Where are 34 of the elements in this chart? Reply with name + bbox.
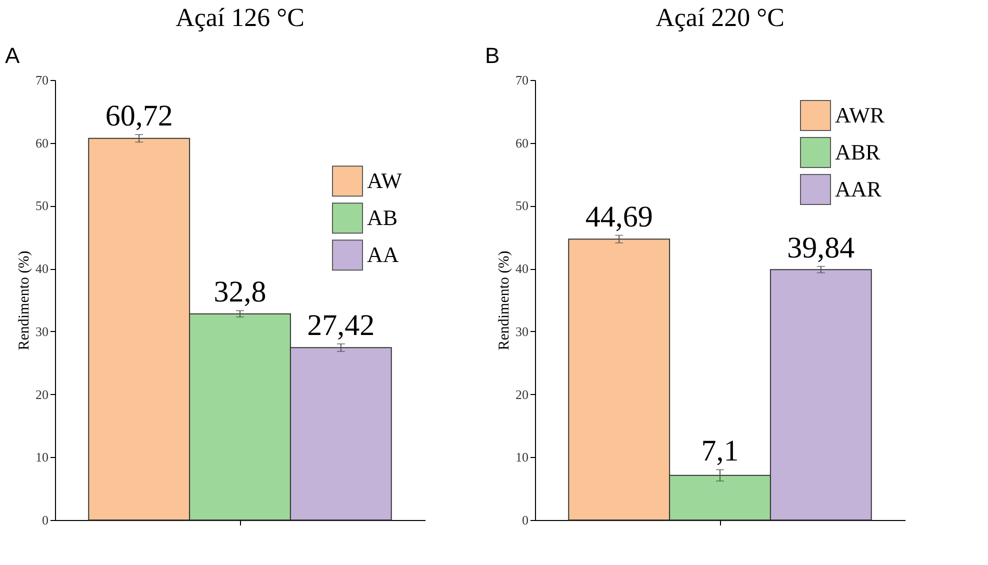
- y-tick-label: 30: [516, 324, 528, 339]
- data-label: 27,42: [307, 308, 375, 342]
- legend-label: AWR: [835, 102, 885, 128]
- y-tick-label: 30: [36, 324, 48, 339]
- y-tick-label: 20: [516, 386, 528, 402]
- text: A: [5, 43, 20, 68]
- y-axis-title: Rendimento (%): [496, 250, 512, 350]
- legend-label: AB: [367, 205, 398, 230]
- data-label: 44,69: [585, 200, 653, 234]
- data-label: 32,8: [214, 276, 266, 309]
- y-axis-title: Rendimento (%): [16, 250, 32, 350]
- data-label: 60,72: [105, 100, 173, 133]
- y-tick-label: 20: [36, 386, 48, 402]
- y-tick-label: 40: [516, 261, 528, 276]
- y-tick-label: 0: [42, 512, 48, 528]
- legend-label: AAR: [835, 176, 882, 202]
- y-tick-label: 10: [516, 450, 528, 465]
- y-tick-label: 10: [36, 450, 48, 465]
- chart-title: Açaí 220 °C: [656, 3, 784, 32]
- data-label: 39,84: [787, 231, 855, 264]
- y-tick-label: 40: [36, 261, 48, 276]
- data-label: 7,1: [701, 434, 739, 468]
- y-tick-label: 50: [516, 198, 528, 214]
- text: B: [485, 43, 500, 68]
- legend-label: AA: [367, 242, 399, 268]
- y-tick-label: 60: [516, 135, 528, 150]
- legend-label: AW: [367, 168, 402, 194]
- legend-label: ABR: [835, 140, 881, 164]
- y-tick-label: 60: [36, 135, 48, 150]
- chart-title: Açaí 126 °C: [176, 3, 304, 32]
- y-tick-label: 0: [522, 512, 528, 528]
- y-tick-label: 70: [36, 72, 48, 88]
- y-tick-label: 70: [516, 72, 528, 88]
- y-tick-label: 50: [36, 198, 48, 214]
